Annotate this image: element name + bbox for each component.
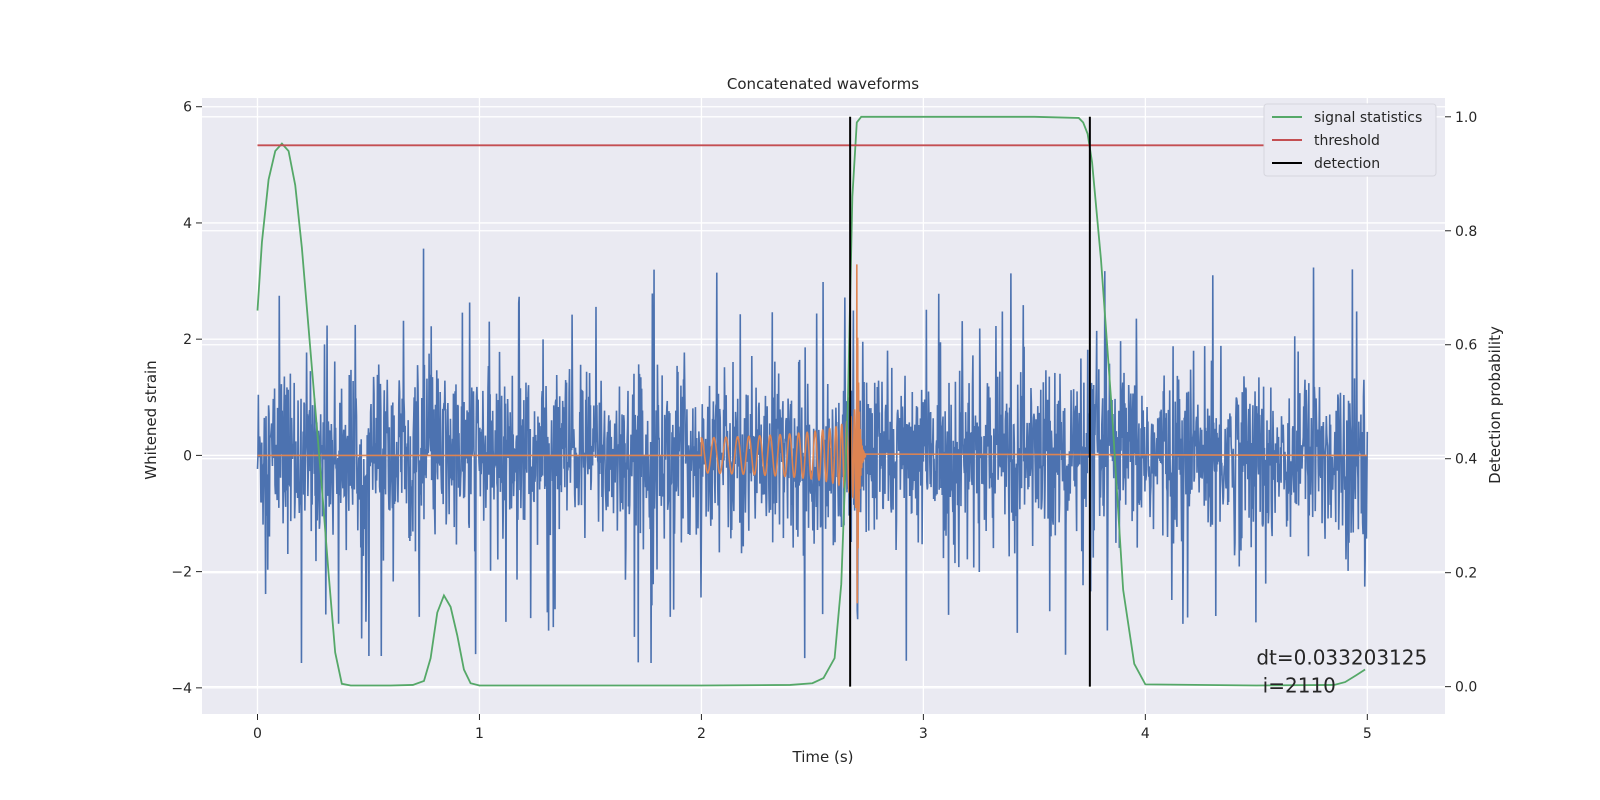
legend-label: signal statistics <box>1314 110 1422 126</box>
y2-axis-label: Detection probability <box>1486 326 1504 484</box>
y-tick-label: −4 <box>171 681 192 697</box>
y-tick-label: 2 <box>183 332 192 348</box>
annotation-dt: dt=0.033203125 <box>1256 646 1427 670</box>
legend-label: threshold <box>1314 133 1380 149</box>
y2-tick-label: 0.8 <box>1455 224 1477 240</box>
series-signal-statistics <box>256 115 1366 687</box>
y2-tick-label: 0.4 <box>1455 452 1477 468</box>
axes-ticks: 0 1 2 3 4 5 −4 −2 0 2 4 6 0.0 0.2 0.4 0.6 0.8 1.0 <box>171 100 1477 742</box>
y-tick-label: 0 <box>183 448 192 464</box>
y2-tick-label: 0.6 <box>1455 338 1477 354</box>
x-tick-label: 2 <box>697 726 706 742</box>
y2-tick-label: 0.0 <box>1455 680 1477 696</box>
x-tick-label: 0 <box>253 726 262 742</box>
x-tick-label: 5 <box>1363 726 1372 742</box>
legend: signal statistics threshold detection <box>1263 103 1437 177</box>
y-tick-label: 4 <box>183 216 192 232</box>
y-tick-label: 6 <box>183 100 192 116</box>
x-tick-label: 3 <box>919 726 928 742</box>
chart-title: Concatenated waveforms <box>727 75 919 93</box>
series-injected-chirp <box>257 264 1368 604</box>
legend-label: detection <box>1314 156 1380 172</box>
y-tick-label: −2 <box>171 565 192 581</box>
series-whitened-strain <box>256 248 1369 664</box>
plot-area <box>256 115 1369 687</box>
annotation-index: i=2110 <box>1256 674 1336 698</box>
y2-tick-label: 0.2 <box>1455 566 1477 582</box>
x-tick-label: 1 <box>475 726 484 742</box>
y2-tick-label: 1.0 <box>1455 110 1477 126</box>
legend-box <box>1263 103 1437 177</box>
x-axis-label: Time (s) <box>792 748 854 766</box>
x-tick-label: 4 <box>1141 726 1150 742</box>
y-axis-label: Whitened strain <box>142 360 160 479</box>
